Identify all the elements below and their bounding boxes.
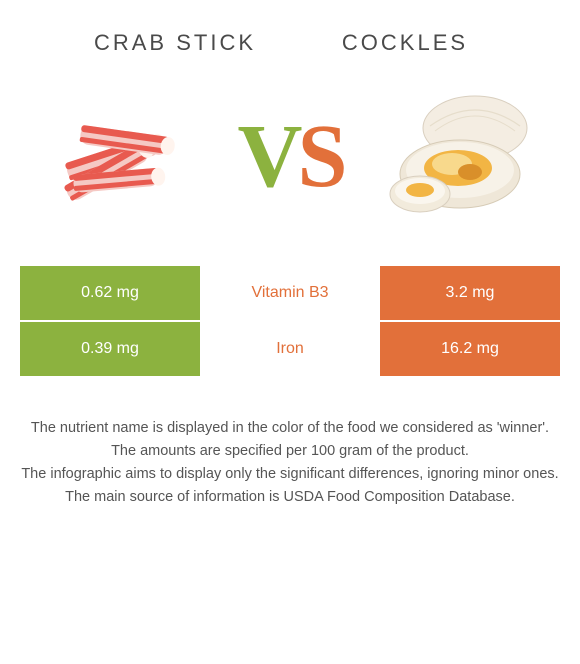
right-food-title: Cockles [290,30,520,56]
images-row: VS [0,66,580,266]
left-food-title: Crab stick [60,30,290,56]
footer-line: The amounts are specified per 100 gram o… [20,441,560,462]
comparison-table: 0.62 mg Vitamin B3 3.2 mg 0.39 mg Iron 1… [0,266,580,376]
cockles-image [380,76,540,236]
vs-label: VS [237,105,342,208]
nutrient-cell: Vitamin B3 [200,266,380,320]
header: Crab stick Cockles [0,0,580,66]
right-value-cell: 16.2 mg [380,322,560,376]
right-value-cell: 3.2 mg [380,266,560,320]
table-row: 0.39 mg Iron 16.2 mg [20,322,560,376]
table-row: 0.62 mg Vitamin B3 3.2 mg [20,266,560,320]
left-value-cell: 0.39 mg [20,322,200,376]
vs-s: S [297,107,342,206]
footer-line: The nutrient name is displayed in the co… [20,418,560,439]
footer-line: The infographic aims to display only the… [20,464,560,485]
vs-v: V [237,107,297,206]
footer-line: The main source of information is USDA F… [20,487,560,508]
footer-text: The nutrient name is displayed in the co… [0,378,580,508]
crab-stick-image [40,76,200,236]
nutrient-cell: Iron [200,322,380,376]
left-value-cell: 0.62 mg [20,266,200,320]
